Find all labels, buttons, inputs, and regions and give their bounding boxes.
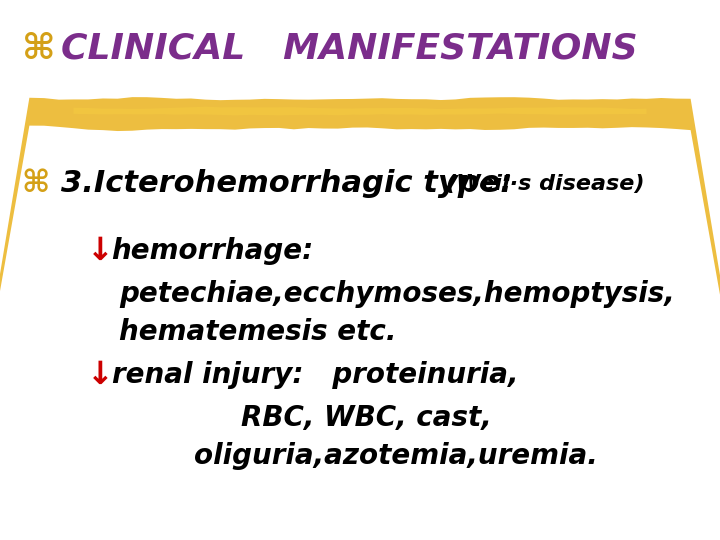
Polygon shape bbox=[73, 107, 647, 116]
Text: hemorrhage:: hemorrhage: bbox=[112, 237, 314, 265]
Text: CLINICAL   MANIFESTATIONS: CLINICAL MANIFESTATIONS bbox=[61, 32, 638, 65]
Text: petechiae,ecchymoses,hemoptysis,: petechiae,ecchymoses,hemoptysis, bbox=[119, 280, 675, 308]
Text: RBC, WBC, cast,: RBC, WBC, cast, bbox=[241, 404, 492, 433]
Text: renal injury:   proteinuria,: renal injury: proteinuria, bbox=[112, 361, 518, 389]
Text: (Weil·s disease): (Weil·s disease) bbox=[446, 173, 645, 194]
Text: ↓: ↓ bbox=[86, 360, 113, 391]
Text: ⌘: ⌘ bbox=[22, 32, 55, 65]
Text: ⌘: ⌘ bbox=[22, 169, 50, 198]
Text: hematemesis etc.: hematemesis etc. bbox=[119, 318, 396, 346]
Text: 3.Icterohemorrhagic type:: 3.Icterohemorrhagic type: bbox=[61, 169, 513, 198]
Polygon shape bbox=[0, 97, 720, 295]
Text: ↓: ↓ bbox=[86, 235, 113, 267]
Text: oliguria,azotemia,uremia.: oliguria,azotemia,uremia. bbox=[194, 442, 598, 470]
